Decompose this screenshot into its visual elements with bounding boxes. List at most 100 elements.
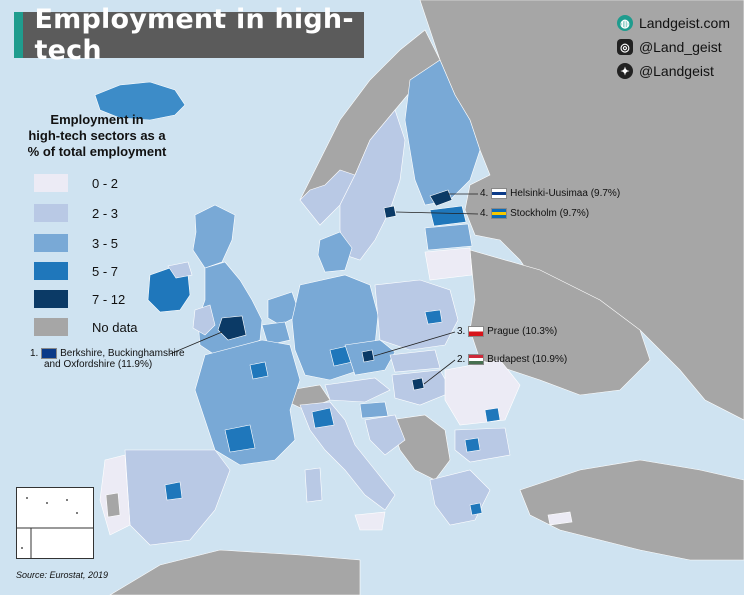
czechia-flag-icon (468, 326, 485, 337)
map-title: Employment in high-tech (34, 4, 354, 66)
source-note: Source: Eurostat, 2019 (16, 570, 109, 580)
austria (324, 377, 391, 403)
stockholm (383, 205, 397, 219)
france-south (224, 424, 256, 453)
legend-label: 7 - 12 (92, 291, 126, 307)
slovakia (389, 349, 441, 373)
legend-item: No data (34, 318, 138, 336)
legend-title-line: high-tech sectors as a (28, 128, 166, 143)
legend-label: 2 - 3 (92, 205, 119, 221)
iceland (94, 81, 186, 121)
italy-north-hotspot (311, 407, 335, 429)
bucharest (484, 407, 501, 423)
uk-top-region (217, 315, 247, 341)
callout-stockholm: 4. Stockholm (9.7%) (480, 208, 589, 219)
title-accent-bar (14, 12, 23, 58)
netherlands (267, 291, 301, 326)
callout-uk: 1. Berkshire, Buckinghamshire and Oxford… (30, 348, 185, 370)
finland-flag-icon (491, 188, 508, 199)
legend-title: Employment in high-tech sectors as a % o… (22, 112, 172, 160)
callout-rank: 2. (457, 354, 466, 365)
twitter-link[interactable]: ✦ @Landgeist (616, 60, 730, 82)
legend-item: 3 - 5 (34, 234, 118, 252)
northern-ireland (167, 261, 193, 279)
paris (249, 361, 269, 380)
lithuania (424, 247, 473, 281)
legend-label: No data (92, 319, 138, 335)
estonia (429, 205, 467, 227)
callout-text: Budapest (10.9%) (487, 354, 568, 365)
leader-stockholm (395, 211, 479, 215)
wales (192, 304, 216, 336)
legend-swatch (34, 290, 68, 308)
sardinia (304, 467, 323, 503)
twitter-text: @Landgeist (638, 63, 714, 79)
callout-rank: 3. (457, 326, 466, 337)
website-link[interactable]: ◍ Landgeist.com (616, 12, 730, 34)
bulgaria (454, 427, 511, 463)
croatia (364, 414, 406, 456)
website-text: Landgeist.com (638, 15, 730, 31)
leader-budapest (423, 359, 456, 385)
sweden-flag-icon (491, 208, 508, 219)
romania (444, 359, 521, 426)
legend-item: 0 - 2 (34, 174, 118, 192)
callout-helsinki: 4. Helsinki-Uusimaa (9.7%) (480, 188, 620, 199)
leader-uk (169, 331, 223, 355)
uk-flag-icon (41, 348, 58, 359)
legend-swatch (34, 262, 68, 280)
latvia (424, 223, 473, 251)
inset-map (17, 497, 93, 558)
belgium (261, 321, 291, 346)
legend-swatch (34, 174, 68, 192)
callout-uk-line1: 1. Berkshire, Buckinghamshire (30, 348, 185, 359)
poland (374, 279, 459, 351)
france (194, 339, 301, 466)
balkans-nonEU (389, 414, 451, 481)
italy (299, 401, 396, 511)
athens (469, 502, 483, 516)
globe-icon: ◍ (616, 15, 633, 31)
sicily (354, 511, 386, 531)
callout-text-line2: and Oxfordshire (11.9%) (44, 359, 153, 370)
helsinki (429, 189, 453, 207)
warsaw (424, 309, 443, 325)
instagram-icon: ◎ (616, 39, 633, 55)
outermost-regions-inset (16, 487, 94, 559)
twitter-icon: ✦ (616, 63, 633, 79)
callout-text: Prague (10.3%) (487, 326, 558, 337)
hungary-flag-icon (468, 354, 485, 365)
turkey (519, 459, 744, 561)
legend-title-line: % of total employment (27, 144, 167, 159)
legend-label: 5 - 7 (92, 263, 119, 279)
prague (361, 349, 375, 363)
callout-rank: 1. (30, 348, 39, 359)
callout-text: Stockholm (9.7%) (510, 208, 590, 219)
instagram-link[interactable]: ◎ @Land_geist (616, 36, 730, 58)
social-links: ◍ Landgeist.com ◎ @Land_geist ✦ @Landgei… (616, 12, 730, 84)
legend-swatch (34, 234, 68, 252)
instagram-text: @Land_geist (638, 39, 722, 55)
slovenia (359, 401, 389, 419)
title-banner: Employment in high-tech (14, 4, 364, 66)
scotland (192, 204, 236, 269)
madrid (164, 481, 183, 501)
denmark (317, 231, 353, 273)
callout-prague: 3. Prague (10.3%) (457, 326, 557, 337)
sofia (464, 437, 481, 453)
budapest (411, 377, 425, 391)
norway (299, 169, 356, 226)
callout-rank: 4. (480, 208, 489, 219)
callout-text: Berkshire, Buckinghamshire (60, 348, 185, 359)
callout-text: Helsinki-Uusimaa (9.7%) (510, 188, 621, 199)
legend-item: 2 - 3 (34, 204, 118, 222)
cyprus (547, 511, 573, 526)
finland (404, 59, 481, 206)
north-africa (109, 549, 361, 595)
callout-budapest: 2. Budapest (10.9%) (457, 354, 567, 365)
legend-swatch (34, 318, 68, 336)
portugal-nodata (105, 492, 121, 518)
greece (429, 469, 491, 526)
